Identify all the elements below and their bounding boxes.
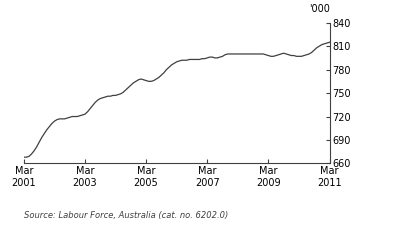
Text: '000: '000: [308, 4, 330, 14]
Text: Source: Labour Force, Australia (cat. no. 6202.0): Source: Labour Force, Australia (cat. no…: [24, 211, 228, 220]
